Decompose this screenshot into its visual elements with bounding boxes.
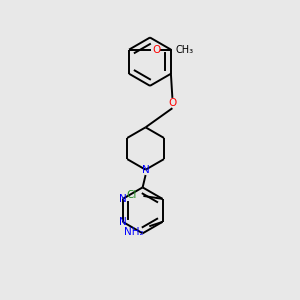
Text: NH₂: NH₂ [124, 227, 143, 237]
Text: N: N [119, 194, 127, 204]
Text: N: N [119, 217, 127, 227]
Text: N: N [142, 165, 149, 175]
Text: O: O [168, 98, 176, 108]
Text: O: O [152, 45, 160, 55]
Text: Cl: Cl [127, 190, 137, 200]
Text: CH₃: CH₃ [176, 45, 194, 55]
